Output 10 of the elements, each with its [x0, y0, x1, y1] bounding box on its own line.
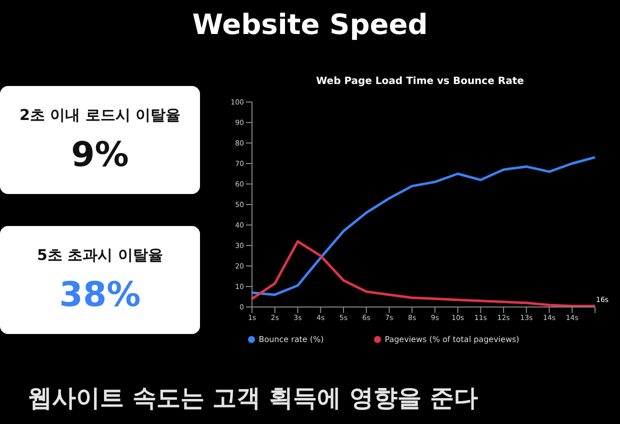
legend-label: Bounce rate (%) [258, 335, 324, 344]
text: 웹사이트 속도는 고객 획득에 영향을 준다 [28, 383, 478, 414]
text: Website Speed [191, 8, 429, 41]
text: 38% [58, 275, 142, 315]
text: 5초 초과시 이탈율 [36, 246, 164, 265]
text: 9% [70, 135, 130, 175]
legend-label: Pageviews (% of total pageviews) [384, 335, 520, 344]
text: 2초 이내 로드시 이탈율 [18, 106, 182, 125]
chart-title: Web Page Load Time vs Bounce Rate [315, 76, 525, 87]
line-series [250, 156, 596, 296]
